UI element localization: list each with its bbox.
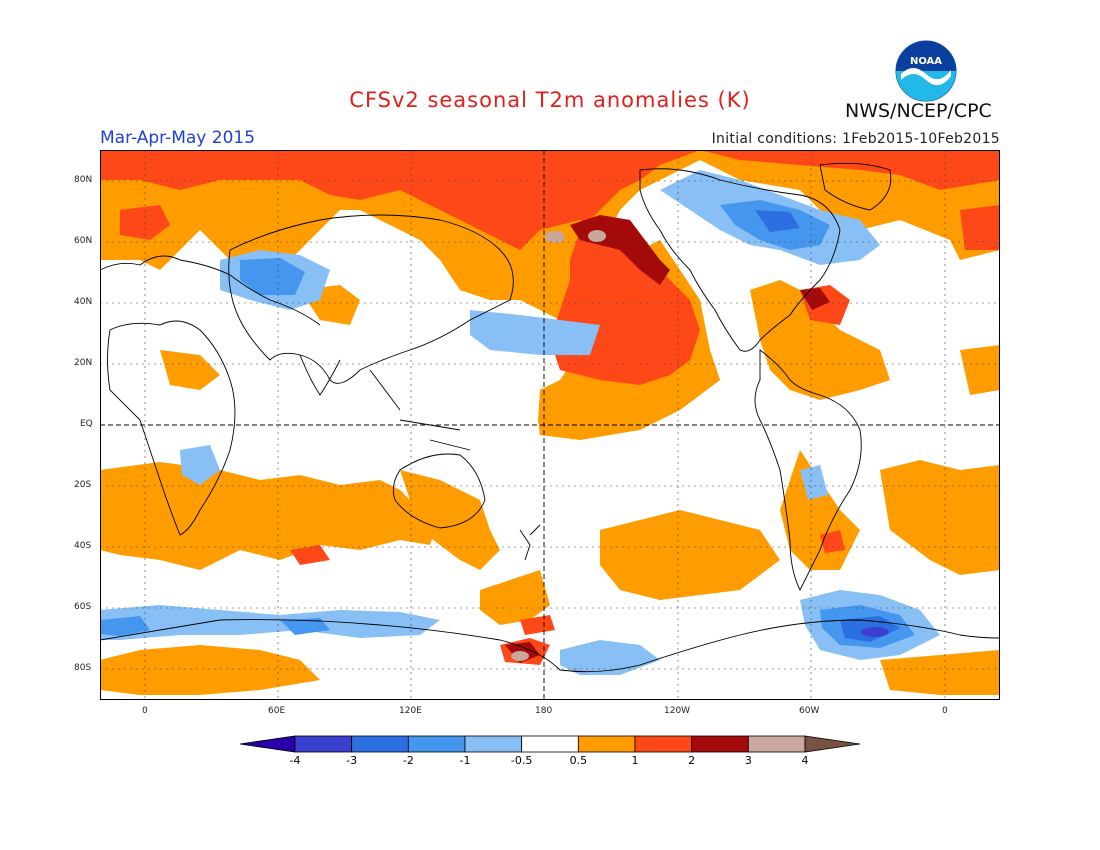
- lon-label: 60E: [268, 706, 286, 716]
- gridlines: [100, 150, 1000, 700]
- colorbar-labels: -4 -3 -2 -1 -0.5 0.5 1 2 3 4: [290, 754, 809, 767]
- lat-label: EQ: [80, 419, 93, 429]
- lon-label: 0: [142, 706, 148, 716]
- colorbar-swatch: [294, 735, 353, 753]
- colorbar-label: 4: [802, 754, 809, 767]
- lat-label: 20N: [74, 358, 93, 368]
- equator-dateline: [100, 150, 1000, 700]
- colorbar-swatch: [464, 735, 523, 753]
- lat-label: 20S: [74, 480, 92, 490]
- lat-label: 40N: [74, 297, 93, 307]
- season-label: Mar-Apr-May 2015: [100, 128, 256, 148]
- colorbar-label: -2: [403, 754, 414, 767]
- colorbar-label: -1: [460, 754, 471, 767]
- anomaly-regions-brown: [511, 230, 606, 661]
- colorbar-label: -3: [346, 754, 357, 767]
- lat-label: 60S: [74, 602, 92, 612]
- lon-label: 180: [535, 706, 553, 716]
- lat-label: 60N: [74, 236, 93, 246]
- lon-label: 120W: [664, 706, 691, 716]
- anomaly-regions-navy: [861, 627, 889, 637]
- agency-label: NWS/NCEP/CPC: [845, 100, 992, 122]
- colorbar-swatch: [351, 735, 409, 753]
- colorbar-label: 0.5: [570, 754, 588, 767]
- page-title: CFSv2 seasonal T2m anomalies (K): [349, 88, 751, 112]
- colorbar-swatch: [747, 735, 806, 753]
- colorbar: -4 -3 -2 -1 -0.5 0.5 1 2 3 4: [240, 735, 860, 767]
- colorbar-swatch: [804, 735, 860, 753]
- colorbar-swatch: [577, 735, 636, 753]
- colorbar-swatch: [691, 735, 749, 753]
- colorbar-label: 2: [688, 754, 695, 767]
- colorbar-swatch: [407, 735, 466, 753]
- colorbar-swatches: [240, 735, 860, 753]
- colorbar-label: 1: [632, 754, 639, 767]
- lon-label: 120E: [399, 706, 422, 716]
- lat-label: 80N: [74, 175, 93, 185]
- initial-conditions-label: Initial conditions: 1Feb2015-10Feb2015: [711, 131, 1000, 147]
- colorbar-swatch: [521, 735, 579, 753]
- noaa-logo-text: NOAA: [910, 56, 942, 67]
- lon-label: 60W: [799, 706, 820, 716]
- lon-label: 0: [942, 706, 948, 716]
- lat-label: 40S: [74, 541, 92, 551]
- colorbar-label: -0.5: [511, 754, 532, 767]
- colorbar-swatch: [634, 735, 693, 753]
- coastlines: [100, 162, 1000, 673]
- lat-label: 80S: [74, 663, 92, 673]
- colorbar-label: -4: [290, 754, 301, 767]
- colorbar-label: 3: [745, 754, 752, 767]
- noaa-logo: NOAA: [895, 40, 957, 102]
- anomaly-map: [100, 150, 1000, 700]
- anomaly-regions-red: [100, 150, 1000, 665]
- colorbar-swatch: [240, 735, 296, 753]
